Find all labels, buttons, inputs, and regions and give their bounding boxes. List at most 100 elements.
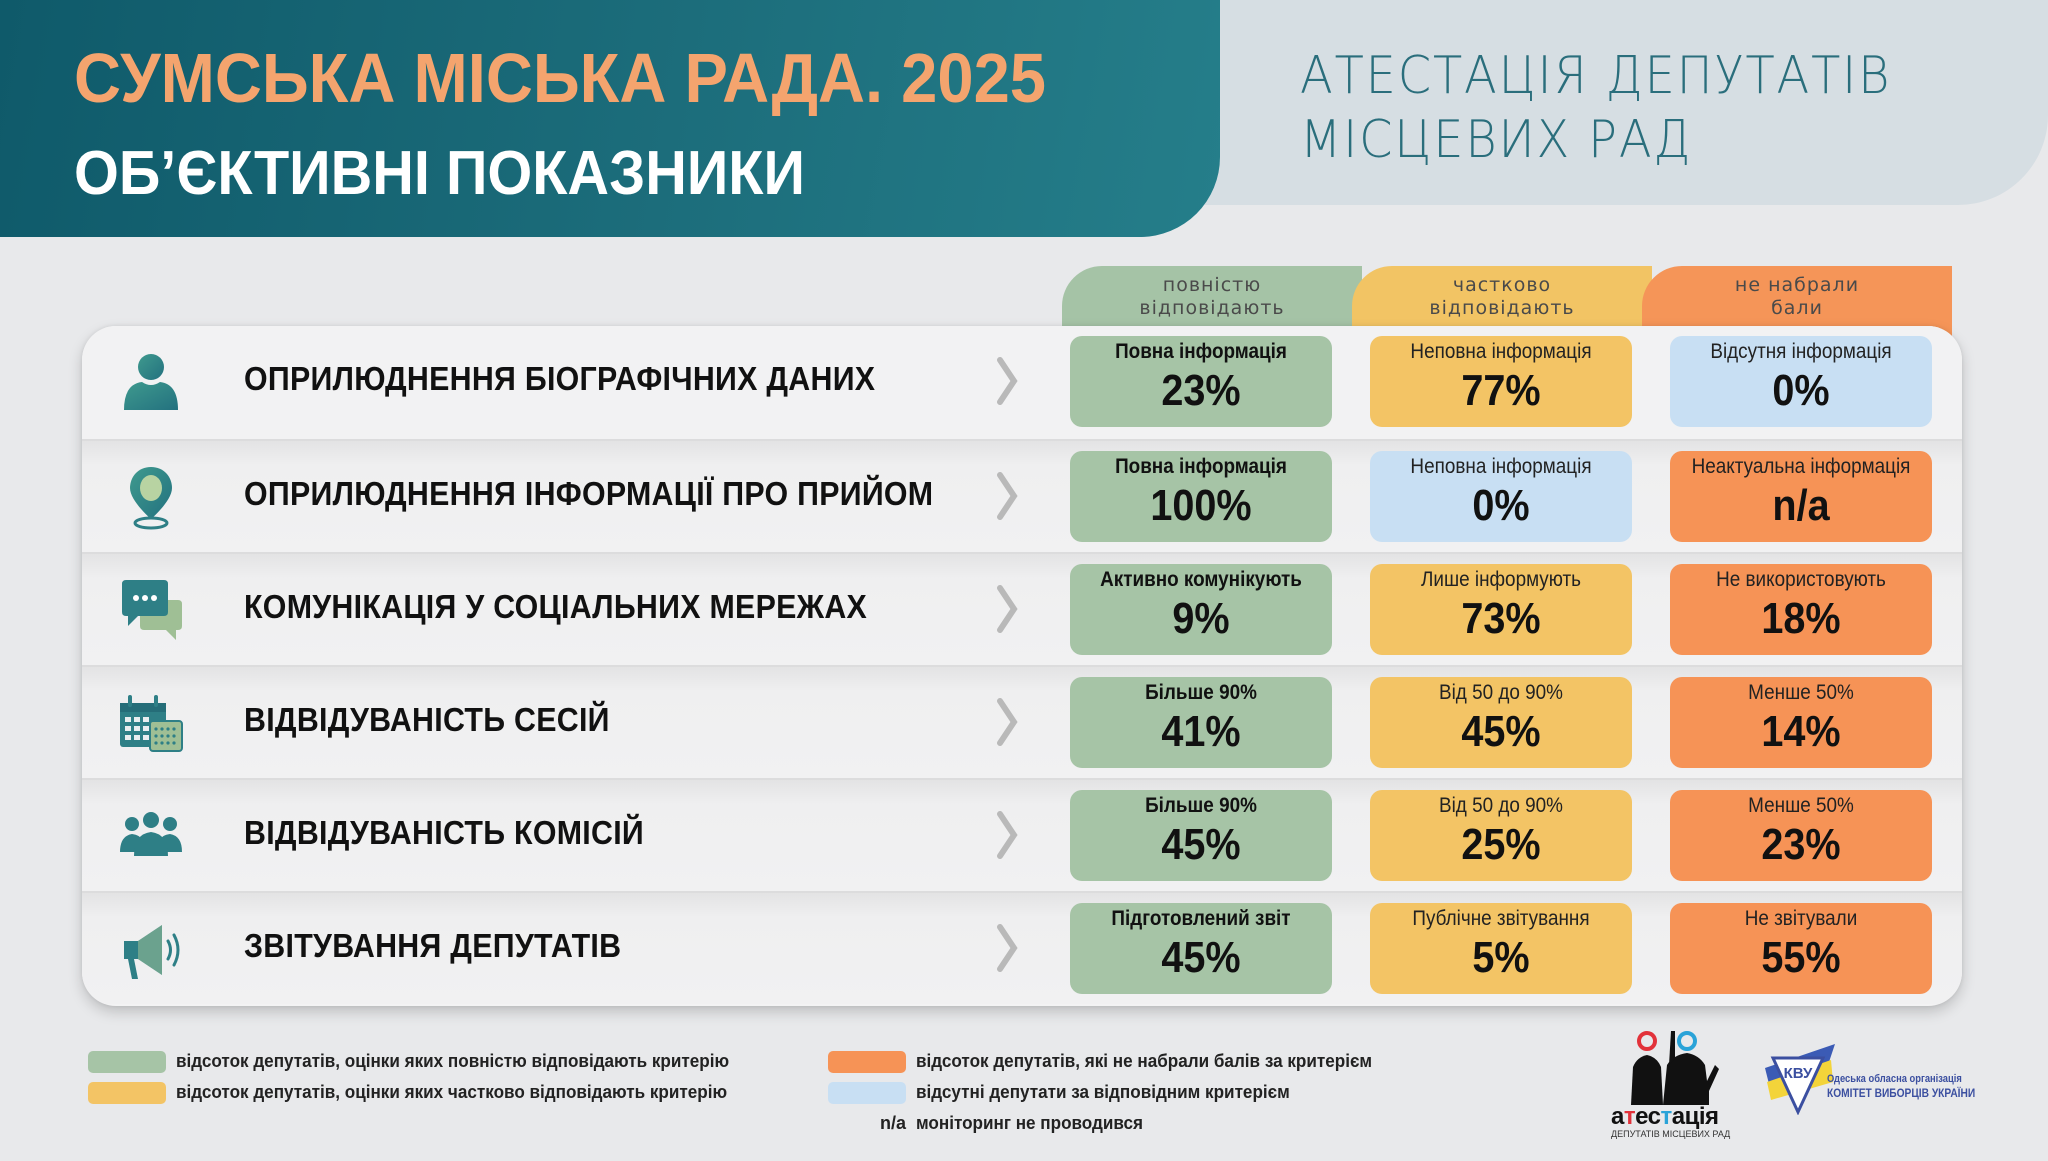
project-title-line2: МІСЦЕВИХ РАД [1300,110,1693,170]
cell-title: Від 50 до 90% [1438,794,1563,817]
table-row[interactable]: ОПРИЛЮДНЕННЯ БІОГРАФІЧНИХ ДАНИХ Повна ін… [82,326,1962,439]
title-banner: СУМСЬКА МІСЬКА РАДА. 2025 ОБ’ЄКТИВНІ ПОК… [0,0,1220,237]
criteria-table: ОПРИЛЮДНЕННЯ БІОГРАФІЧНИХ ДАНИХ Повна ін… [82,326,1962,1006]
cell-title: Не використовують [1716,568,1886,591]
cell-value: 25% [1461,820,1541,869]
row-label: ОПРИЛЮДНЕННЯ БІОГРАФІЧНИХ ДАНИХ [244,360,876,397]
legend-swatch-green [88,1050,166,1073]
cell-value: 45% [1161,820,1241,869]
score-cell-full: Повна інформація 100% [1070,451,1332,542]
score-cell-full: Більше 90% 41% [1070,677,1332,768]
legend-text: відсутні депутати за відповідним критері… [916,1082,1290,1102]
table-row[interactable]: КОМУНІКАЦІЯ У СОЦІАЛЬНИХ МЕРЕЖАХ Активно… [82,552,1962,665]
cell-title: Повна інформація [1115,455,1287,478]
column-header-text: відповідають [1139,297,1285,319]
cell-title: Неактуальна інформація [1691,455,1911,478]
legend-text: моніторинг не проводився [916,1113,1143,1133]
chevron-right-icon[interactable] [996,584,1018,634]
cell-value: 45% [1461,707,1541,756]
row-label: КОМУНІКАЦІЯ У СОЦІАЛЬНИХ МЕРЕЖАХ [244,588,868,625]
legend-item-orange: відсоток депутатів, які не набрали балів… [828,1046,1396,1077]
calendar-icon [120,695,183,752]
score-cell-none: Неактуальна інформація n/a [1670,451,1932,542]
row-label: ЗВІТУВАННЯ ДЕПУТАТІВ [244,927,622,964]
legend-right: відсоток депутатів, які не набрали балів… [828,1046,1396,1139]
column-header-text: повністю [1162,274,1262,296]
chevron-right-icon[interactable] [996,697,1018,747]
person-icon [124,354,178,410]
atestatsia-tagline: ДЕПУТАТІВ МІСЦЕВИХ РАД [1611,1129,1731,1139]
chevron-right-icon[interactable] [996,471,1018,521]
cell-title: Публічне звітування [1412,907,1590,930]
table-row[interactable]: ВІДВІДУВАНІСТЬ КОМІСІЙ Більше 90% 45% Від… [82,778,1962,891]
chat-bubbles-icon [122,580,182,640]
cell-title: Менше 50% [1748,794,1854,817]
cell-title: Неповна інформація [1410,455,1592,478]
legend-na-key: n/a [879,1113,906,1133]
page-subtitle: ОБ’ЄКТИВНІ ПОКАЗНИКИ [74,139,805,208]
kvu-org-line2: КОМІТЕТ ВИБОРЦІВ УКРАЇНИ [1827,1086,1976,1100]
score-cell-none: Відсутня інформація 0% [1670,336,1932,427]
score-cell-partial: Лише інформують 73% [1370,564,1632,655]
location-pin-icon [130,467,172,530]
legend-text: відсоток депутатів, які не набрали балів… [916,1051,1373,1071]
cell-value: 5% [1472,933,1530,982]
megaphone-icon [124,925,180,979]
score-cell-none: Не використовують 18% [1670,564,1932,655]
row-label: ВІДВІДУВАНІСТЬ КОМІСІЙ [244,814,645,851]
column-headers: повністю відповідають частково відповіда… [1062,266,1962,346]
cell-title: Відсутня інформація [1710,340,1892,363]
table-row[interactable]: ОПРИЛЮДНЕННЯ ІНФОРМАЦІЇ ПРО ПРИЙОМ Повна… [82,439,1962,552]
deputies-silhouette-icon [1631,1031,1719,1105]
project-banner: АТЕСТАЦІЯ ДЕПУТАТІВ МІСЦЕВИХ РАД [1160,0,2048,205]
cell-value: 41% [1161,707,1241,756]
score-cell-full: Повна інформація 23% [1070,336,1332,427]
cell-value: 23% [1761,820,1841,869]
score-cell-partial: Від 50 до 90% 45% [1370,677,1632,768]
cell-title: Не звітували [1744,907,1858,930]
column-header-text: не набрали [1734,274,1860,296]
kvu-logo: КВУ Одеська обласна організація КОМІТЕТ … [1765,1040,1995,1116]
legend-swatch-orange [828,1050,906,1073]
score-cell-none: Менше 50% 23% [1670,790,1932,881]
atestatsia-logo: атестація ДЕПУТАТІВ МІСЦЕВИХ РАД [1605,1025,1735,1139]
legend-item-blue: відсутні депутати за відповідним критері… [828,1077,1396,1108]
cell-title: Лише інформують [1420,568,1582,591]
legend-swatch-yellow [88,1081,166,1104]
cell-value: n/a [1772,481,1830,530]
score-cell-partial: Публічне звітування 5% [1370,903,1632,994]
legend-text: відсоток депутатів, оцінки яких частково… [176,1082,728,1102]
score-cell-none: Менше 50% 14% [1670,677,1932,768]
cell-title: Повна інформація [1115,340,1287,363]
legend-left: відсоток депутатів, оцінки яких повністю… [88,1046,758,1108]
cell-value: 23% [1161,366,1241,415]
legend-text: відсоток депутатів, оцінки яких повністю… [176,1051,730,1071]
score-cell-full: Більше 90% 45% [1070,790,1332,881]
cell-title: Неповна інформація [1410,340,1592,363]
project-title: АТЕСТАЦІЯ ДЕПУТАТІВ МІСЦЕВИХ РАД [1300,44,1891,172]
legend-item-yellow: відсоток депутатів, оцінки яких частково… [88,1077,758,1108]
chevron-right-icon[interactable] [996,356,1018,406]
column-header-text: частково [1452,274,1552,296]
cell-title: Більше 90% [1145,681,1257,704]
kvu-emblem-icon: КВУ [1765,1044,1835,1116]
row-label: ОПРИЛЮДНЕННЯ ІНФОРМАЦІЇ ПРО ПРИЙОМ [244,475,934,512]
chevron-right-icon[interactable] [996,923,1018,973]
column-header-text: бали [1771,297,1823,319]
cell-title: Менше 50% [1748,681,1854,704]
cell-value: 100% [1150,481,1252,530]
table-row[interactable]: ЗВІТУВАННЯ ДЕПУТАТІВ Підготовлений звіт 4… [82,891,1962,1004]
row-label: ВІДВІДУВАНІСТЬ СЕСІЙ [244,701,610,738]
cell-value: 45% [1161,933,1241,982]
project-title-line1: АТЕСТАЦІЯ ДЕПУТАТІВ [1300,46,1892,106]
score-cell-partial: Неповна інформація 0% [1370,451,1632,542]
cell-value: 73% [1461,594,1541,643]
chevron-right-icon[interactable] [996,810,1018,860]
cell-title: Більше 90% [1145,794,1257,817]
cell-value: 0% [1772,366,1830,415]
table-row[interactable]: ВІДВІДУВАНІСТЬ СЕСІЙ Більше 90% 41% Від 5… [82,665,1962,778]
cell-title: Підготовлений звіт [1111,907,1291,930]
svg-text:КВУ: КВУ [1784,1065,1813,1082]
cell-value: 55% [1761,933,1841,982]
cell-title: Активно комунікують [1100,568,1302,591]
